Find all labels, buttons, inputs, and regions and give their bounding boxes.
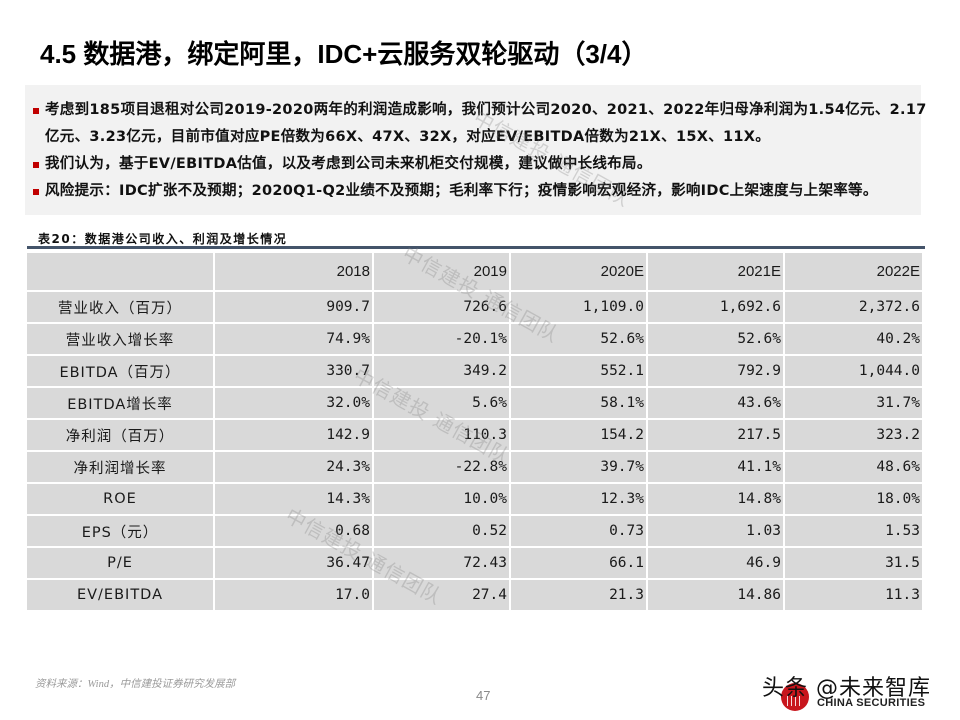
row-label: P/E <box>25 546 215 580</box>
table-cell: 21.3 <box>509 578 648 612</box>
table-cell: 39.7% <box>509 450 648 484</box>
china-securities-logo-icon <box>781 683 809 711</box>
red-square-bullet-icon <box>33 189 39 195</box>
caption-divider <box>27 246 925 249</box>
table-row: 营业收入（百万） 909.7 726.6 1,109.0 1,692.6 2,3… <box>25 290 924 324</box>
table-cell: 323.2 <box>783 418 924 452</box>
table-cell: 5.6% <box>372 386 511 420</box>
table-cell: 41.1% <box>646 450 785 484</box>
header-cell-year: 2022E <box>783 251 924 292</box>
bullet-text-line: 亿元、3.23亿元，目前市值对应PE倍数为66X、47X、32X，对应EV/EB… <box>45 129 771 145</box>
header-cell-year: 2021E <box>646 251 785 292</box>
table-cell: 792.9 <box>646 354 785 388</box>
table-row: EBITDA增长率 32.0% 5.6% 58.1% 43.6% 31.7% <box>25 386 924 420</box>
header-cell-year: 2020E <box>509 251 648 292</box>
table-cell: 349.2 <box>372 354 511 388</box>
source-note: 资料来源：Wind，中信建投证券研究发展部 <box>35 679 236 690</box>
summary-bullet: 考虑到185项目退租对公司2019-2020两年的利润造成影响，我们预计公司20… <box>33 97 927 151</box>
slide-title: 4.5 数据港，绑定阿里，IDC+云服务双轮驱动（3/4） <box>40 39 648 69</box>
table-header-row: 2018 2019 2020E 2021E 2022E <box>25 251 924 292</box>
table-row: EPS（元） 0.68 0.52 0.73 1.03 1.53 <box>25 514 924 548</box>
row-label: EPS（元） <box>25 514 215 548</box>
page-number: 47 <box>476 688 491 703</box>
table-cell: 0.73 <box>509 514 648 548</box>
table-cell: 154.2 <box>509 418 648 452</box>
table-cell: 1,692.6 <box>646 290 785 324</box>
bullet-text-line: 考虑到185项目退租对公司2019-2020两年的利润造成影响，我们预计公司20… <box>45 102 927 118</box>
table-cell: 10.0% <box>372 482 511 516</box>
table-row: EV/EBITDA 17.0 27.4 21.3 14.86 11.3 <box>25 578 924 612</box>
table-cell: 27.4 <box>372 578 511 612</box>
row-label: EV/EBITDA <box>25 578 215 612</box>
row-label: 净利润增长率 <box>25 450 215 484</box>
table-cell: 14.86 <box>646 578 785 612</box>
bullet-text-line: 风险提示：IDC扩张不及预期；2020Q1-Q2业绩不及预期；毛利率下行；疫情影… <box>45 183 878 199</box>
table-cell: 18.0% <box>783 482 924 516</box>
summary-panel: 考虑到185项目退租对公司2019-2020两年的利润造成影响，我们预计公司20… <box>25 85 927 215</box>
table-cell: 31.5 <box>783 546 924 580</box>
table-cell: 110.3 <box>372 418 511 452</box>
table-cell: 52.6% <box>509 322 648 356</box>
row-label: EBITDA（百万） <box>25 354 215 388</box>
table-cell: 32.0% <box>213 386 374 420</box>
financial-table: 2018 2019 2020E 2021E 2022E 营业收入（百万） 909… <box>25 251 924 612</box>
table-cell: 726.6 <box>372 290 511 324</box>
table-cell: 31.7% <box>783 386 924 420</box>
table-cell: 43.6% <box>646 386 785 420</box>
table-cell: 72.43 <box>372 546 511 580</box>
table-cell: 552.1 <box>509 354 648 388</box>
row-label: ROE <box>25 482 215 516</box>
table-cell: 36.47 <box>213 546 374 580</box>
table-cell: 217.5 <box>646 418 785 452</box>
table-row: 营业收入增长率 74.9% -20.1% 52.6% 52.6% 40.2% <box>25 322 924 356</box>
table-cell: 74.9% <box>213 322 374 356</box>
table-cell: 46.9 <box>646 546 785 580</box>
table-cell: 14.8% <box>646 482 785 516</box>
table-caption: 表20：数据港公司收入、利润及增长情况 <box>38 232 288 246</box>
summary-bullet: 风险提示：IDC扩张不及预期；2020Q1-Q2业绩不及预期；毛利率下行；疫情影… <box>33 178 921 205</box>
table-cell: 1,109.0 <box>509 290 648 324</box>
table-cell: 11.3 <box>783 578 924 612</box>
table-row: EBITDA（百万） 330.7 349.2 552.1 792.9 1,044… <box>25 354 924 388</box>
red-square-bullet-icon <box>33 162 39 168</box>
table-cell: 1.53 <box>783 514 924 548</box>
table-cell: 2,372.6 <box>783 290 924 324</box>
table-cell: 0.68 <box>213 514 374 548</box>
bullet-text-line: 我们认为，基于EV/EBITDA估值，以及考虑到公司未来机柜交付规模，建议做中长… <box>45 156 652 172</box>
table-row: 净利润增长率 24.3% -22.8% 39.7% 41.1% 48.6% <box>25 450 924 484</box>
table-cell: 330.7 <box>213 354 374 388</box>
table-row: P/E 36.47 72.43 66.1 46.9 31.5 <box>25 546 924 580</box>
table-cell: 48.6% <box>783 450 924 484</box>
table-cell: 1.03 <box>646 514 785 548</box>
table-cell: 58.1% <box>509 386 648 420</box>
brand-overlay-text: 头条 @未来智库 <box>762 676 931 701</box>
table-cell: 66.1 <box>509 546 648 580</box>
table-cell: 142.9 <box>213 418 374 452</box>
header-cell-year: 2019 <box>372 251 511 292</box>
table-cell: 1,044.0 <box>783 354 924 388</box>
header-cell-year: 2018 <box>213 251 374 292</box>
table-cell: 909.7 <box>213 290 374 324</box>
row-label: 净利润（百万） <box>25 418 215 452</box>
header-cell-empty <box>25 251 215 292</box>
table-cell: 12.3% <box>509 482 648 516</box>
table-cell: 24.3% <box>213 450 374 484</box>
table-cell: 40.2% <box>783 322 924 356</box>
table-cell: -22.8% <box>372 450 511 484</box>
table-cell: -20.1% <box>372 322 511 356</box>
red-square-bullet-icon <box>33 108 39 114</box>
table-row: 净利润（百万） 142.9 110.3 154.2 217.5 323.2 <box>25 418 924 452</box>
table-cell: 14.3% <box>213 482 374 516</box>
row-label: EBITDA增长率 <box>25 386 215 420</box>
row-label: 营业收入（百万） <box>25 290 215 324</box>
table-cell: 0.52 <box>372 514 511 548</box>
table-row: ROE 14.3% 10.0% 12.3% 14.8% 18.0% <box>25 482 924 516</box>
table-cell: 52.6% <box>646 322 785 356</box>
summary-bullet: 我们认为，基于EV/EBITDA估值，以及考虑到公司未来机柜交付规模，建议做中长… <box>33 151 921 178</box>
table-cell: 17.0 <box>213 578 374 612</box>
brand-logo-caption: CHINA SECURITIES <box>817 697 926 709</box>
row-label: 营业收入增长率 <box>25 322 215 356</box>
